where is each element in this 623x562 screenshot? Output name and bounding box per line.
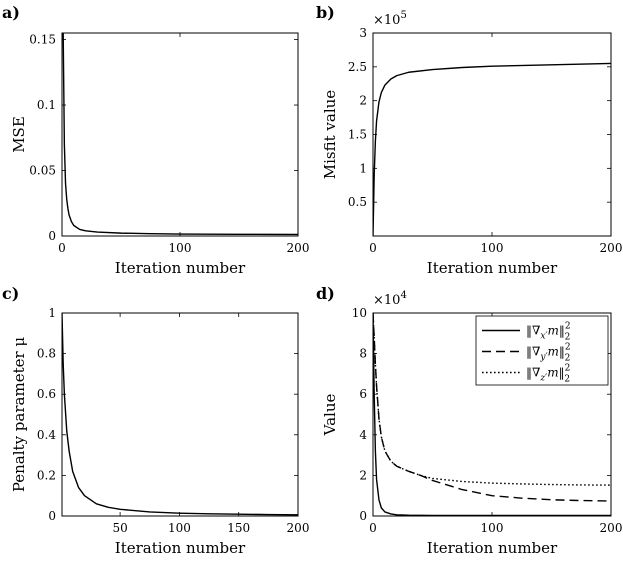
y-tick-label: 0.2 [37, 468, 56, 482]
legend-entry-3: ‖∇z′m‖2 2 [526, 364, 570, 385]
panel-d: 0 100 200 0 2 4 6 8 10 Iteration number Value d) ×10… [316, 284, 622, 557]
x-tick-label: 200 [287, 521, 310, 535]
series-line-1 [373, 62, 611, 236]
x-tick-label: 50 [112, 521, 127, 535]
x-tick-label: 100 [481, 241, 504, 255]
y-tick-label: 0.1 [37, 98, 56, 112]
y-tick-label: 0.8 [37, 347, 56, 361]
panel-c: 50 100 150 200 0 0.2 0.4 0.6 0.8 1 Iteration numbe… [2, 284, 309, 557]
x-tick-label: 100 [169, 241, 192, 255]
y-tick-label: 3 [359, 26, 367, 40]
x-axis-label: Iteration number [427, 259, 558, 277]
y-tick-label: 1 [359, 161, 367, 175]
y-tick-label: 1.5 [348, 128, 367, 142]
panel-label: d) [316, 284, 335, 303]
y-axis-label: Misfit value [321, 90, 339, 180]
y-tick-label: 6 [359, 387, 367, 401]
legend-entry-2: ‖∇y′m‖2 2 [526, 343, 571, 364]
y-tick-label: 2 [359, 468, 367, 482]
legend-entry-1: ‖∇x′m‖2 2 [526, 322, 571, 343]
series-line-3 [373, 313, 611, 486]
axis-multiplier: ×105 [373, 10, 407, 28]
y-axis-label: Penalty parameter μ [10, 337, 28, 493]
y-tick-label: 2.5 [348, 60, 367, 74]
series-line-1 [62, 33, 298, 236]
panel-b: 0 100 200 0.5 1 1.5 2 2.5 3 Iteration number Misfi… [316, 3, 622, 277]
y-tick-label: 1 [48, 306, 56, 320]
x-tick-label: 0 [58, 241, 66, 255]
x-axis-label: Iteration number [115, 259, 246, 277]
y-tick-label: 0.5 [348, 195, 367, 209]
x-tick-label: 0 [369, 521, 377, 535]
x-tick-label: 0 [369, 241, 377, 255]
x-tick-label: 100 [168, 521, 191, 535]
x-tick-label: 200 [600, 241, 623, 255]
y-tick-label: 0.4 [37, 428, 56, 442]
y-axis-label: MSE [10, 116, 28, 153]
y-tick-label: 0.6 [37, 387, 56, 401]
y-tick-label: 0.05 [29, 164, 56, 178]
x-tick-label: 200 [600, 521, 623, 535]
y-tick-label: 4 [359, 428, 367, 442]
legend-box [475, 315, 609, 386]
y-tick-label: 0 [48, 229, 56, 243]
x-axis-label: Iteration number [115, 539, 246, 557]
panel-label: a) [2, 3, 20, 22]
y-tick-label: 0 [48, 509, 56, 523]
x-axis-label: Iteration number [427, 539, 558, 557]
panel-label: b) [316, 3, 335, 22]
y-axis-label: Value [321, 394, 339, 437]
axis-multiplier-exponent: 5 [400, 10, 406, 21]
y-tick-label: 0.15 [29, 33, 56, 47]
x-tick-label: 150 [227, 521, 250, 535]
x-tick-label: 100 [481, 521, 504, 535]
y-tick-label: 8 [359, 347, 367, 361]
y-tick-label: 0 [359, 509, 367, 523]
panel-label: c) [2, 284, 19, 303]
series-line-1 [62, 313, 298, 516]
legend: ‖∇x′m‖2 2‖∇y′m‖2 2‖∇z′m‖2 2 [475, 315, 609, 386]
series-line-1 [373, 313, 611, 516]
axis-multiplier: ×104 [373, 290, 407, 308]
y-tick-label: 2 [359, 94, 367, 108]
axis-multiplier-exponent: 4 [400, 290, 406, 301]
y-tick-label: 10 [352, 306, 367, 320]
axes-box [61, 32, 299, 237]
x-tick-label: 200 [287, 241, 310, 255]
axes-box [372, 32, 612, 237]
axes-box [61, 312, 299, 517]
panel-a: 0 100 200 0 0.05 0.1 0.15 Iteration number MSE a) [2, 3, 309, 277]
